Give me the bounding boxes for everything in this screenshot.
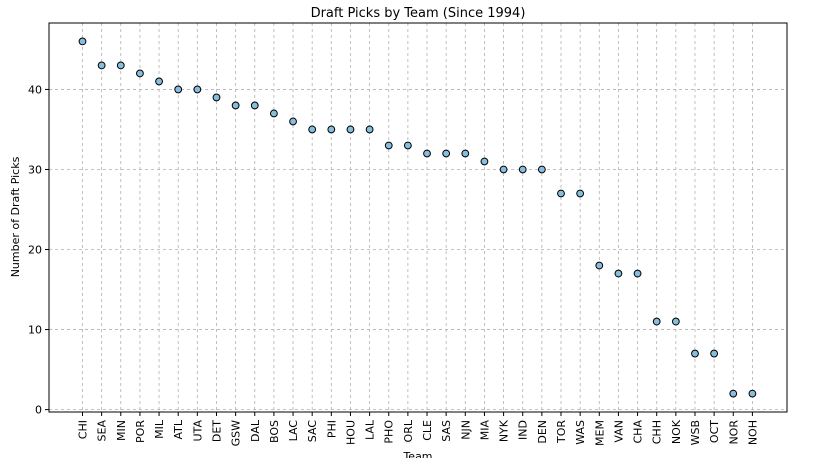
x-tick-label-cle: CLE [421, 420, 434, 441]
data-point-phi [327, 125, 336, 134]
data-point-van [614, 269, 623, 278]
data-point-njn [461, 149, 470, 158]
data-point-den [537, 165, 546, 174]
x-tick-label-nok: NOK [670, 419, 683, 444]
data-point-sas [442, 149, 451, 158]
data-point-lal [365, 125, 374, 134]
data-point-gsw [231, 101, 240, 110]
plot-frame [48, 22, 788, 413]
data-point-sac [308, 125, 317, 134]
x-tick-label-oct: OCT [708, 420, 721, 443]
data-point-bos [270, 109, 278, 118]
x-tick-label-was: WAS [574, 420, 587, 445]
x-tick-label-mem: MEM [593, 420, 606, 446]
data-point-oct [710, 349, 719, 358]
data-point-noh [748, 389, 757, 398]
data-point-mia [480, 157, 489, 166]
x-tick-label-hou: HOU [344, 420, 357, 445]
x-tick-label-nyk: NYK [498, 419, 511, 442]
y-tick-label: 0 [35, 404, 42, 417]
data-point-lac [289, 117, 297, 126]
data-point-chh [652, 317, 661, 326]
x-tick-label-atl: ATL [172, 419, 185, 439]
data-point-wsb [691, 349, 699, 358]
x-tick-label-lac: LAC [287, 420, 300, 442]
x-tick-label-gsw: GSW [230, 420, 243, 447]
x-tick-label-bos: BOS [268, 420, 281, 443]
y-tick-label: 40 [28, 83, 42, 96]
x-tick-label-njn: NJN [459, 420, 472, 440]
y-tick-label: 10 [28, 324, 42, 337]
x-tick-label-mil: MIL [153, 419, 166, 439]
y-tick-label: 20 [28, 244, 42, 257]
data-point-mil [155, 77, 163, 86]
grid-lines [49, 23, 787, 412]
x-tick-label-van: VAN [612, 420, 625, 443]
x-tick-label-dal: DAL [249, 419, 262, 442]
x-tick-label-por: POR [134, 420, 147, 443]
x-axis-ticks: CHI SEA MIN POR MIL ATL UTA DET GSW DAL BOS LAC SAC P… [77, 412, 759, 447]
x-tick-label-pho: PHO [383, 420, 396, 444]
data-point-orl [403, 141, 412, 150]
x-tick-label-chh: CHH [651, 420, 664, 444]
x-tick-label-nor: NOR [727, 420, 740, 445]
x-tick-label-det: DET [210, 420, 223, 442]
x-tick-label-uta: UTA [191, 420, 204, 442]
data-point-cle [423, 149, 431, 158]
x-tick-label-wsb: WSB [689, 420, 702, 445]
data-point-atl [174, 85, 183, 94]
x-tick-label-mia: MIA [478, 420, 491, 441]
data-point-nyk [499, 165, 508, 174]
x-tick-label-den: DEN [536, 420, 549, 444]
data-point-pho [384, 141, 393, 150]
data-point-uta [193, 85, 202, 94]
y-axis-label: Number of Draft Picks [9, 156, 22, 277]
x-tick-label-cha: CHA [632, 420, 645, 444]
data-point-ind [518, 165, 527, 174]
x-tick-label-sea: SEA [96, 420, 109, 442]
data-point-por [136, 69, 144, 78]
x-tick-label-noh: NOH [746, 420, 759, 445]
x-tick-label-phi: PHI [325, 420, 338, 438]
x-tick-label-tor: TOR [555, 420, 568, 444]
data-point-nor [729, 389, 738, 398]
data-point-min [116, 61, 125, 70]
x-tick-label-sas: SAS [440, 420, 453, 442]
x-tick-label-chi: CHI [77, 420, 90, 439]
x-tick-label-lal: LAL [364, 419, 377, 440]
x-tick-label-min: MIN [115, 420, 128, 441]
data-point-tor [557, 189, 565, 198]
y-tick-label: 30 [28, 163, 42, 176]
data-point-chi [78, 37, 87, 46]
data-point-cha [633, 269, 642, 278]
x-tick-label-sac: SAC [306, 420, 319, 443]
x-tick-label-ind: IND [517, 420, 530, 440]
data-points [78, 37, 757, 398]
chart-title: Draft Picks by Team (Since 1994) [311, 6, 526, 21]
y-axis-ticks: 0 10 20 30 40 [28, 83, 49, 417]
data-point-nok [671, 317, 680, 326]
data-point-mem [595, 261, 604, 270]
data-point-hou [346, 125, 355, 134]
x-axis-label: Team [402, 450, 432, 458]
data-point-det [212, 93, 221, 102]
data-point-was [576, 189, 585, 198]
data-point-dal [250, 101, 259, 110]
x-tick-label-orl: ORL [402, 419, 415, 442]
data-point-sea [97, 61, 106, 70]
